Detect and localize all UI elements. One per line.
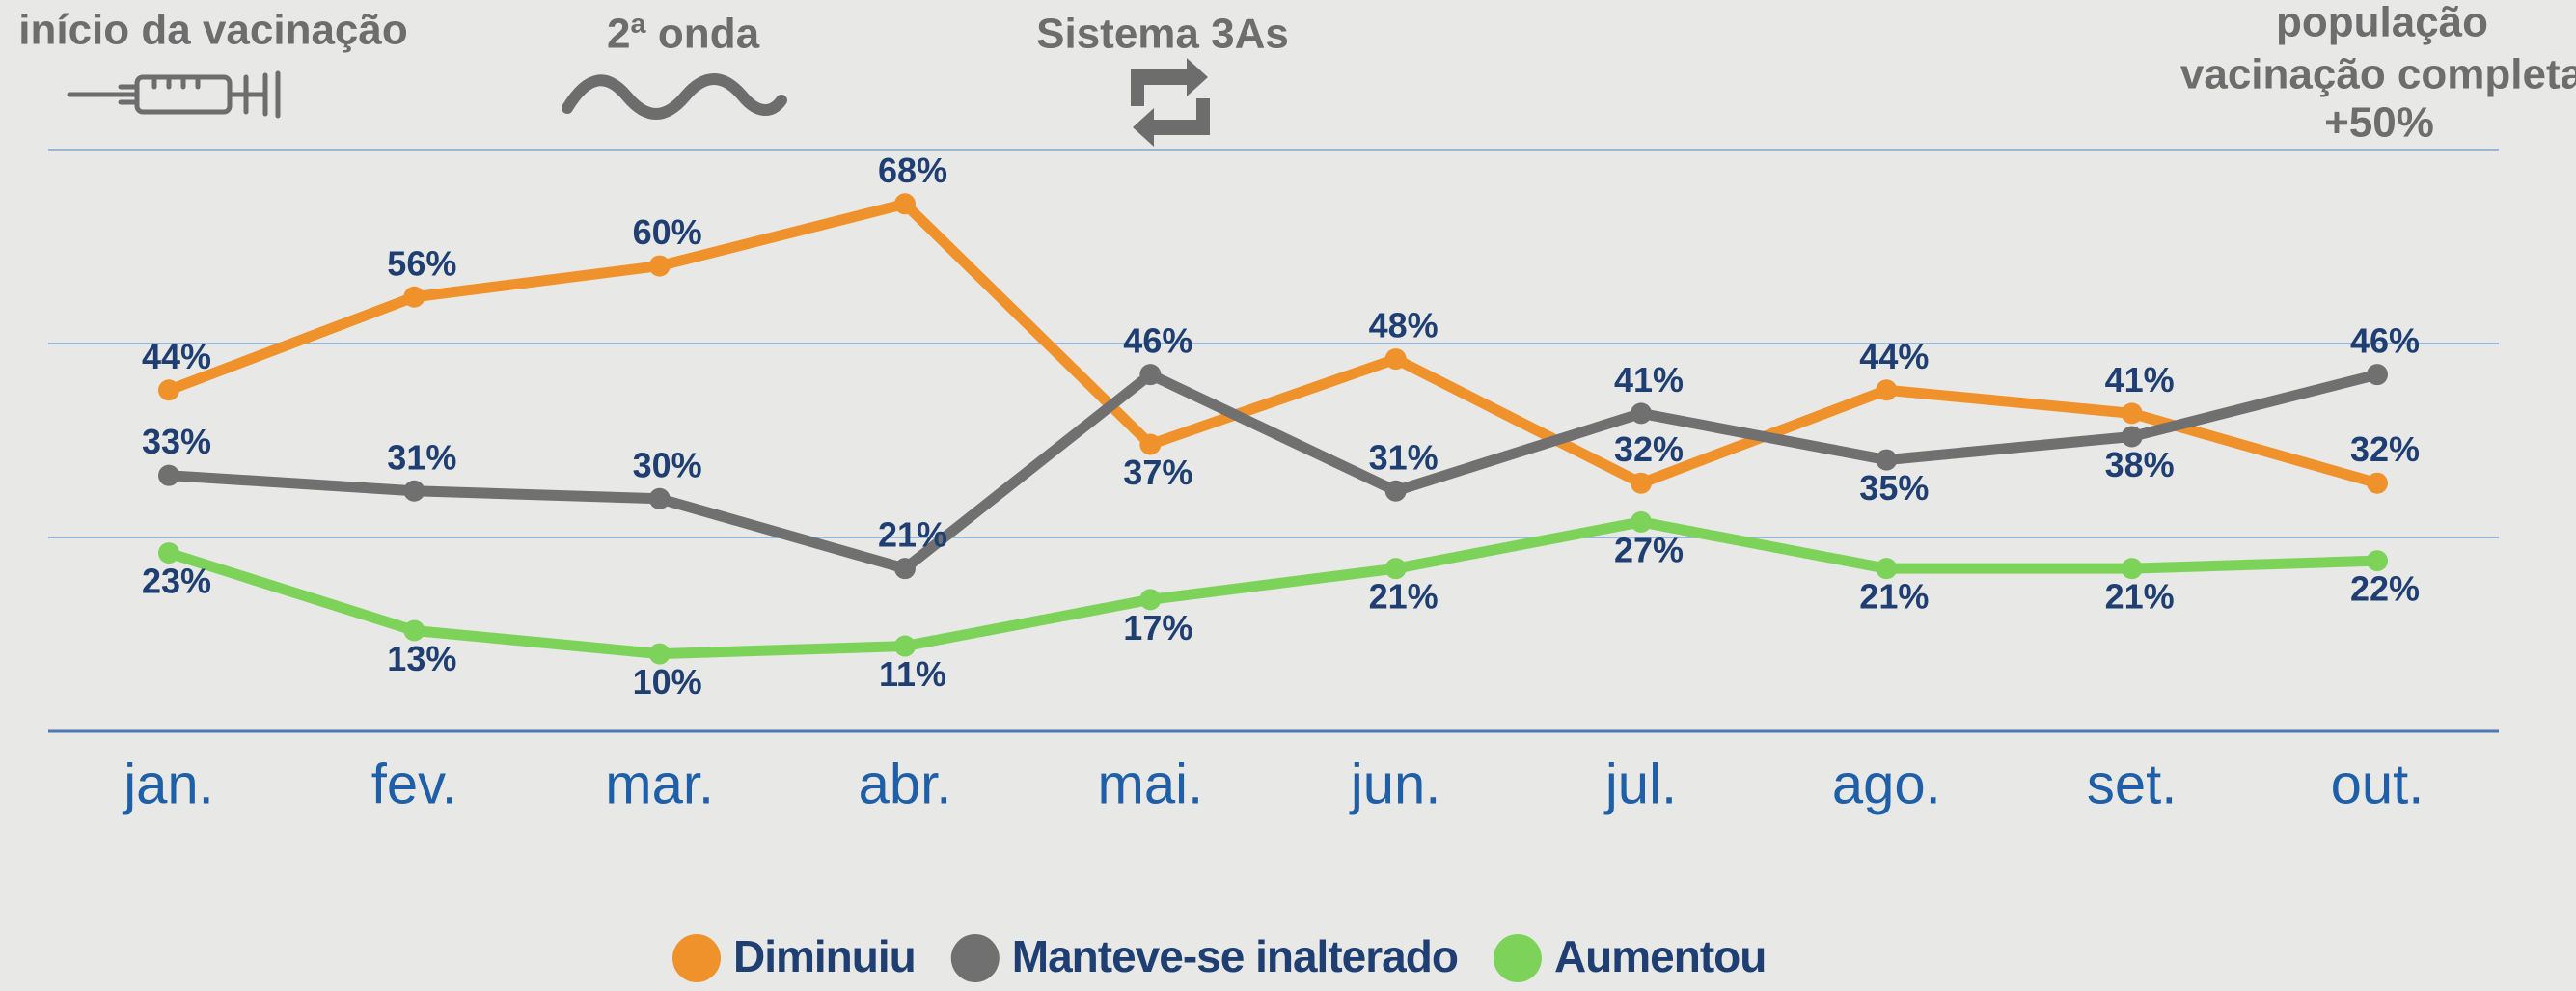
data-label: 41% — [2105, 360, 2175, 399]
x-tick-label: out. — [2331, 753, 2425, 815]
annotation: vacinação completa — [2180, 51, 2576, 98]
data-label: 13% — [387, 639, 456, 678]
series-line — [167, 516, 2378, 660]
annotation: 2ª onda — [607, 11, 760, 58]
data-point — [1384, 348, 1407, 371]
data-label: 56% — [387, 243, 456, 283]
data-label: 21% — [1859, 577, 1929, 617]
legend-label: Manteve-se inalterado — [1012, 931, 1458, 981]
data-label: 44% — [142, 337, 211, 376]
data-label: 46% — [1123, 321, 1192, 361]
annotation: início da vacinação — [18, 7, 408, 54]
series-line — [167, 198, 2379, 489]
wave-icon — [562, 73, 787, 120]
data-label: 31% — [1369, 437, 1439, 477]
data-label: 17% — [1123, 608, 1192, 647]
data-label: 31% — [387, 437, 456, 477]
x-tick-label: fev. — [371, 753, 457, 815]
data-label: 21% — [878, 515, 947, 555]
legend-marker — [950, 934, 1000, 982]
data-label: 38% — [2105, 445, 2175, 484]
annotation: +50% — [2324, 99, 2434, 147]
data-label: 32% — [2350, 429, 2420, 469]
x-tick-label: mar. — [605, 753, 714, 815]
x-tick-label: jul. — [1603, 753, 1677, 815]
data-point — [158, 542, 179, 564]
syringe-icon — [67, 70, 281, 119]
data-point — [1631, 472, 1652, 494]
data-label: 23% — [142, 562, 211, 601]
series-line — [168, 369, 2379, 574]
data-label: 48% — [1369, 306, 1439, 345]
data-label: 21% — [2105, 577, 2175, 617]
data-label: 35% — [1859, 468, 1929, 508]
x-tick-label: jan. — [122, 753, 214, 815]
data-point — [1384, 558, 1407, 580]
data-point — [894, 558, 916, 580]
x-tick-label: set. — [2087, 753, 2178, 815]
x-tick-label: ago. — [1832, 753, 1941, 815]
data-label: 37% — [1123, 453, 1192, 492]
data-point — [648, 255, 671, 277]
data-point — [894, 193, 916, 215]
legend-marker — [672, 934, 721, 982]
data-point — [1876, 379, 1898, 401]
data-point — [2367, 550, 2388, 572]
annotation: população — [2276, 0, 2488, 46]
cycle-icon — [1131, 58, 1210, 147]
legend-label: Aumentou — [1554, 931, 1766, 981]
data-label: 22% — [2350, 569, 2420, 609]
data-point — [403, 480, 425, 502]
data-point — [158, 379, 179, 401]
data-label: 27% — [1614, 530, 1684, 569]
data-label: 10% — [633, 662, 702, 702]
data-point — [1139, 433, 1162, 455]
data-point — [403, 286, 425, 308]
data-point — [158, 464, 179, 486]
data-point — [894, 635, 916, 657]
data-point — [403, 619, 425, 642]
data-label: 44% — [1859, 337, 1929, 376]
data-point — [1139, 364, 1162, 386]
x-tick-label: abr. — [859, 753, 952, 815]
data-label: 41% — [1614, 360, 1684, 399]
data-point — [648, 643, 671, 665]
data-point — [2367, 472, 2388, 494]
data-point — [1631, 510, 1652, 533]
data-point — [648, 487, 671, 509]
data-label: 32% — [1614, 429, 1684, 469]
data-point — [2121, 426, 2143, 448]
data-label: 33% — [142, 422, 211, 461]
data-label: 46% — [2350, 321, 2420, 361]
data-label: 30% — [633, 445, 702, 484]
data-label: 68% — [878, 151, 947, 190]
x-tick-label: jun. — [1349, 753, 1441, 815]
data-point — [1876, 558, 1898, 580]
data-point — [2367, 364, 2388, 386]
data-label: 60% — [633, 212, 702, 252]
data-point — [2121, 558, 2143, 580]
x-tick-label: mai. — [1098, 753, 1204, 815]
legend-label: Diminuiu — [733, 931, 916, 981]
data-point — [1876, 449, 1898, 471]
data-point — [2121, 402, 2143, 425]
annotation: Sistema 3As — [1036, 11, 1289, 58]
legend-marker — [1493, 934, 1542, 982]
data-point — [1631, 402, 1652, 425]
data-label: 11% — [879, 654, 946, 694]
data-label: 21% — [1369, 577, 1439, 617]
data-point — [1139, 589, 1162, 611]
data-point — [1384, 480, 1407, 502]
